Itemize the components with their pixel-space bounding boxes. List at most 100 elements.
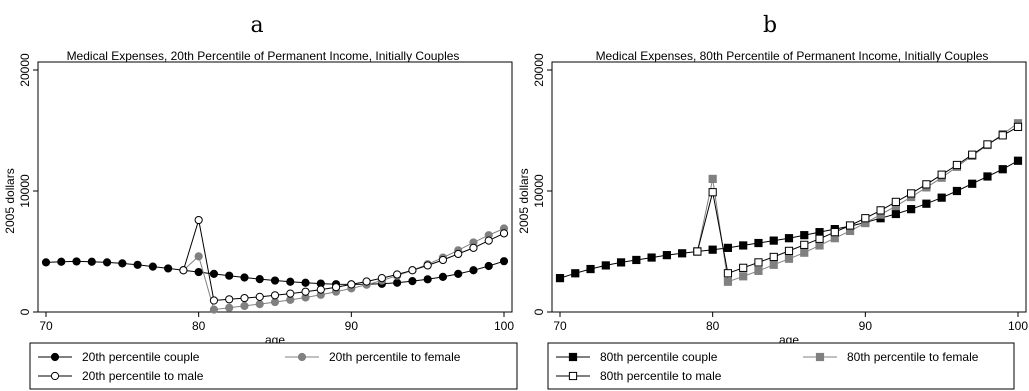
data-point <box>952 186 962 196</box>
data-point <box>601 261 610 270</box>
legend-entry: 80th percentile couple <box>600 350 718 364</box>
data-point <box>830 228 839 237</box>
chart-title: Medical Expenses, 80th Percentile of Per… <box>596 49 989 63</box>
data-point <box>209 269 219 278</box>
data-point <box>998 165 1007 174</box>
data-point <box>225 295 234 304</box>
data-point <box>845 221 855 230</box>
y-tick-label: 10000 <box>18 174 32 208</box>
data-point <box>693 247 702 256</box>
legend-entry: 80th percentile to female <box>847 350 979 364</box>
data-point <box>891 209 900 219</box>
data-point <box>723 277 733 286</box>
data-point <box>739 272 748 281</box>
data-point <box>815 234 824 243</box>
data-point <box>255 274 264 284</box>
chart-title: Medical Expenses, 20th Percentile of Per… <box>67 49 460 63</box>
data-point <box>937 193 946 202</box>
legend-entry: 80th percentile to male <box>600 369 722 383</box>
data-point <box>1013 122 1023 131</box>
legend-entry: 20th percentile to female <box>329 350 461 364</box>
data-point <box>270 291 280 300</box>
data-point <box>118 259 127 268</box>
data-point <box>408 277 417 286</box>
data-point <box>87 257 96 266</box>
data-point <box>225 303 234 312</box>
data-point <box>499 229 509 238</box>
y-axis-label: 2005 dollars <box>517 168 531 233</box>
x-tick-label: 90 <box>345 319 359 333</box>
y-tick-label: 0 <box>532 308 546 315</box>
data-point <box>678 249 687 258</box>
series-2 <box>693 119 1023 286</box>
legend: 20th percentile couple 20th percentile to… <box>29 342 518 390</box>
legend-marker <box>50 352 60 362</box>
data-point <box>301 287 310 296</box>
data-point <box>968 150 977 159</box>
data-point <box>739 263 748 272</box>
data-point <box>571 269 580 278</box>
data-point <box>57 257 66 266</box>
data-point <box>301 278 310 287</box>
data-point <box>209 305 219 314</box>
data-point <box>708 245 717 254</box>
data-point <box>968 179 977 188</box>
data-point <box>286 289 295 298</box>
series-line <box>182 219 505 302</box>
data-point <box>240 273 249 282</box>
data-point <box>148 262 157 271</box>
data-point <box>1013 156 1023 165</box>
data-point <box>907 189 916 198</box>
data-point <box>586 264 595 274</box>
data-point <box>815 228 824 237</box>
legend-marker <box>815 352 825 362</box>
data-point <box>316 285 325 294</box>
data-point <box>255 300 264 309</box>
panel-label: b <box>763 13 777 38</box>
data-point <box>484 261 493 271</box>
data-point <box>499 257 509 266</box>
data-point <box>362 277 371 286</box>
legend-marker <box>568 352 578 362</box>
data-point <box>423 275 432 284</box>
data-point <box>769 260 778 269</box>
y-tick-label: 10000 <box>532 174 546 208</box>
data-point <box>998 131 1007 140</box>
data-point <box>194 215 203 225</box>
legend-entry: 20th percentile couple <box>82 350 200 364</box>
legend-marker <box>297 352 307 362</box>
series-1 <box>555 156 1023 283</box>
data-point <box>723 269 733 278</box>
data-point <box>164 264 173 273</box>
data-point <box>784 254 794 263</box>
data-point <box>240 301 249 311</box>
x-tick-label: 80 <box>706 319 720 333</box>
data-point <box>769 236 778 245</box>
data-point <box>723 243 733 252</box>
data-point <box>800 248 809 257</box>
x-tick-label: 100 <box>1008 319 1028 333</box>
data-point <box>754 266 763 275</box>
data-point <box>270 276 280 285</box>
x-tick-label: 70 <box>39 319 53 333</box>
data-point <box>423 261 432 270</box>
data-point <box>983 140 992 149</box>
data-point <box>286 277 295 286</box>
y-tick-label: 0 <box>18 308 32 315</box>
y-axis-label: 2005 dollars <box>3 168 17 233</box>
y-tick-label: 20000 <box>532 53 546 87</box>
data-point <box>983 172 992 181</box>
series-line <box>696 122 1019 283</box>
data-point <box>922 199 931 208</box>
data-point <box>800 240 809 249</box>
data-point <box>876 206 885 215</box>
data-point <box>438 255 448 265</box>
legend: 80th percentile couple 80th percentile to… <box>547 342 1015 390</box>
data-point <box>41 258 51 267</box>
data-point <box>393 278 402 287</box>
data-point <box>952 160 962 170</box>
data-point <box>72 257 81 266</box>
data-point <box>194 267 203 277</box>
data-point <box>454 249 463 259</box>
data-point <box>408 266 417 275</box>
